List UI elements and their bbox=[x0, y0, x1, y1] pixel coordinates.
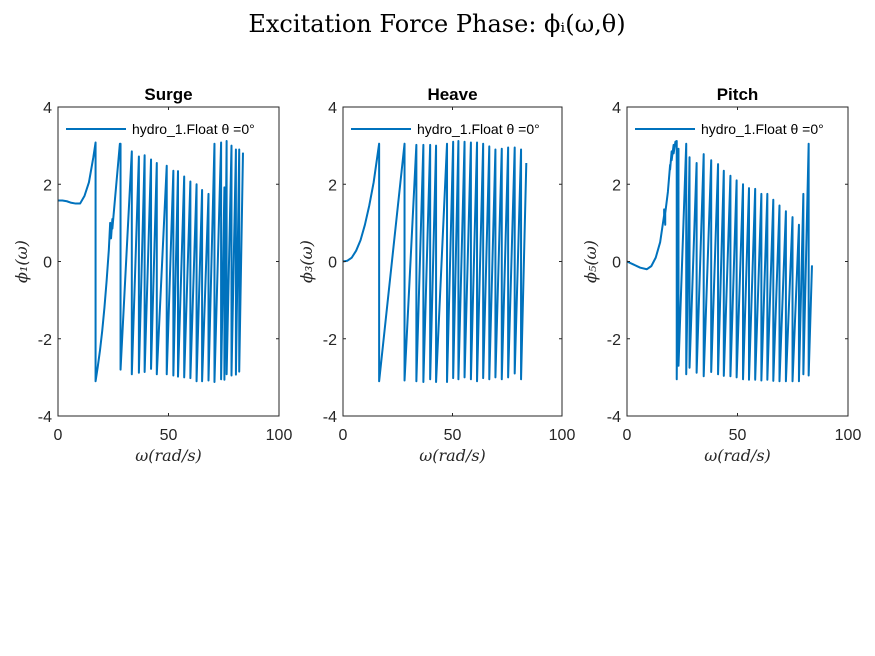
y-tick-label: -2 bbox=[323, 332, 337, 349]
x-tick-label: 50 bbox=[444, 427, 462, 444]
legend: hydro_1.Float θ =0° bbox=[66, 121, 255, 137]
y-tick-label: 0 bbox=[612, 255, 621, 272]
y-tick-label: 2 bbox=[328, 177, 337, 194]
x-tick-label: 0 bbox=[623, 427, 632, 444]
plot-area bbox=[58, 107, 279, 416]
y-axis-label: ϕ₃(ω) bbox=[297, 240, 316, 283]
x-tick-label: 50 bbox=[729, 427, 747, 444]
axes-3: 0 50 100 -4 -2 0 2 4 Pitch ω(rad/s) ϕ₅(ω) hydro_1.F… bbox=[581, 85, 861, 465]
axes-title: Surge bbox=[144, 85, 192, 104]
x-axis-label: ω(rad/s) bbox=[704, 446, 771, 465]
legend: hydro_1.Float θ =0° bbox=[351, 121, 540, 137]
axes-1: 0 50 100 -4 -2 0 2 4 Surge ω(rad/s) ϕ₁(ω) hydro_1.F… bbox=[12, 85, 292, 465]
y-axis-label: ϕ₅(ω) bbox=[581, 240, 600, 283]
legend-label: hydro_1.Float θ =0° bbox=[701, 121, 824, 137]
y-axis-label: ϕ₁(ω) bbox=[12, 240, 31, 283]
y-tick-label: 4 bbox=[612, 100, 621, 117]
legend-label: hydro_1.Float θ =0° bbox=[417, 121, 540, 137]
x-tick-label: 100 bbox=[266, 427, 293, 444]
y-tick-label: 4 bbox=[43, 100, 52, 117]
series-line-1 bbox=[58, 139, 244, 384]
axes-title: Heave bbox=[427, 85, 477, 104]
axes-2: 0 50 100 -4 -2 0 2 4 Heave ω(rad/s) ϕ₃(ω) hydro_1.F… bbox=[297, 85, 575, 465]
x-axis-label: ω(rad/s) bbox=[135, 446, 202, 465]
figure-title: Excitation Force Phase: ϕᵢ(ω,θ) bbox=[248, 10, 625, 38]
y-tick-label: -4 bbox=[607, 409, 621, 426]
legend: hydro_1.Float θ =0° bbox=[635, 121, 824, 137]
y-tick-label: -2 bbox=[607, 332, 621, 349]
axes-title: Pitch bbox=[717, 85, 759, 104]
legend-label: hydro_1.Float θ =0° bbox=[132, 121, 255, 137]
y-tick-label: 2 bbox=[43, 177, 52, 194]
x-tick-label: 50 bbox=[160, 427, 178, 444]
y-tick-label: 2 bbox=[612, 177, 621, 194]
series-line-1 bbox=[626, 139, 813, 383]
axes-container: 0 50 100 -4 -2 0 2 4 Surge ω(rad/s) ϕ₁(ω) hydro_1.F… bbox=[12, 85, 861, 465]
series-line-1 bbox=[342, 139, 528, 384]
y-tick-label: -4 bbox=[38, 409, 52, 426]
y-tick-label: 4 bbox=[328, 100, 337, 117]
x-tick-label: 100 bbox=[835, 427, 862, 444]
x-tick-label: 0 bbox=[339, 427, 348, 444]
y-tick-label: -2 bbox=[38, 332, 52, 349]
x-tick-label: 100 bbox=[549, 427, 576, 444]
y-tick-label: 0 bbox=[328, 255, 337, 272]
y-tick-label: 0 bbox=[43, 255, 52, 272]
x-axis-label: ω(rad/s) bbox=[419, 446, 486, 465]
x-tick-label: 0 bbox=[54, 427, 63, 444]
y-tick-label: -4 bbox=[323, 409, 337, 426]
